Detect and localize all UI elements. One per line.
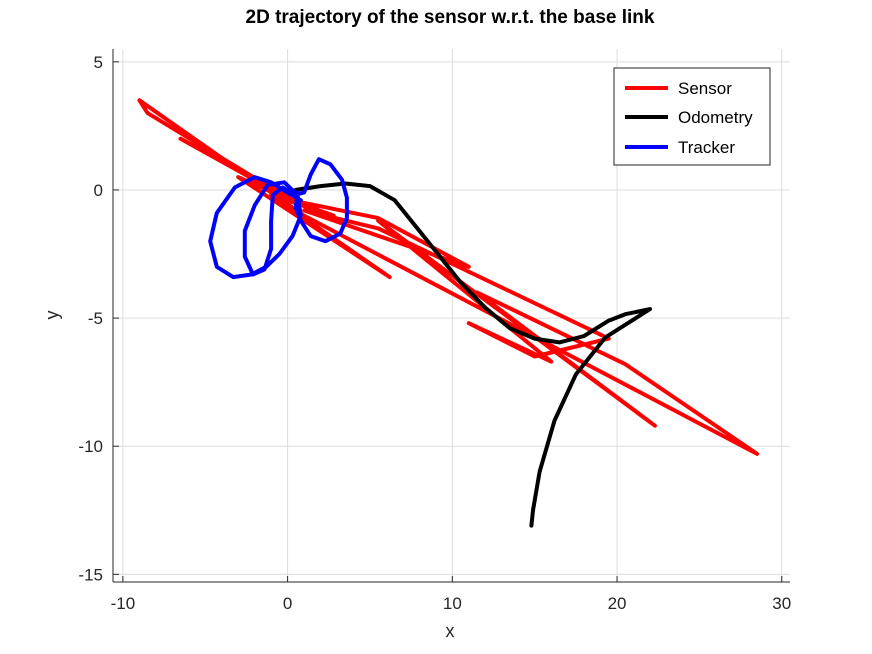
x-tick-label: 20 bbox=[608, 594, 627, 613]
axes-layer: -10 0 10 20 30 -15 -10 -5 0 5 bbox=[78, 49, 791, 613]
x-tick-label: 0 bbox=[283, 594, 292, 613]
y-tick-label: 5 bbox=[94, 53, 103, 72]
x-tick-label: 10 bbox=[443, 594, 462, 613]
series-line-tracker bbox=[208, 157, 349, 280]
x-tick-label: 30 bbox=[772, 594, 791, 613]
y-tick-label: -5 bbox=[88, 309, 103, 328]
grid-layer bbox=[113, 49, 790, 582]
x-axis-label: x bbox=[446, 621, 455, 641]
x-tick-label: -10 bbox=[111, 594, 136, 613]
legend-label-odometry: Odometry bbox=[678, 108, 753, 127]
y-axis-label: y bbox=[42, 311, 62, 320]
y-tick-label: -15 bbox=[78, 565, 103, 584]
legend-label-tracker: Tracker bbox=[678, 138, 735, 157]
series-line-odometry bbox=[293, 181, 652, 528]
y-tick-label: 0 bbox=[94, 181, 103, 200]
series-line-sensor bbox=[137, 98, 760, 456]
legend: Sensor Odometry Tracker bbox=[613, 67, 771, 166]
y-tick-label: -10 bbox=[78, 437, 103, 456]
series-layer bbox=[137, 98, 760, 528]
legend-label-sensor: Sensor bbox=[678, 79, 732, 98]
chart-title: 2D trajectory of the sensor w.r.t. the b… bbox=[246, 7, 655, 28]
